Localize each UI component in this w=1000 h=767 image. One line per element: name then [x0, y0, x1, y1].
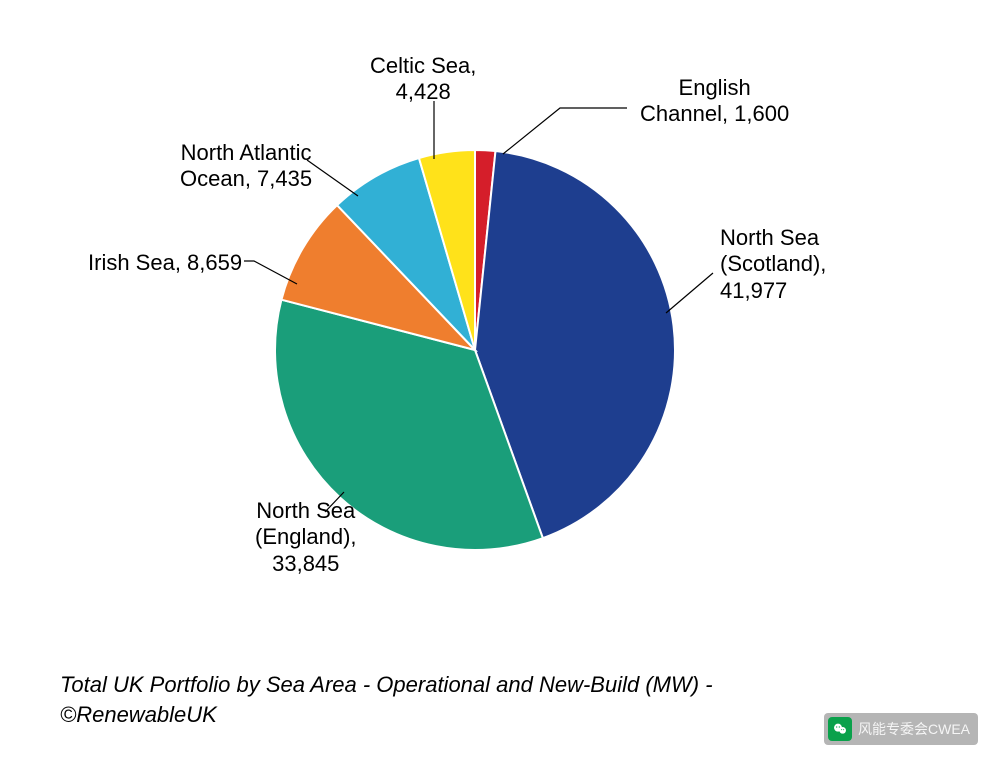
slice-label-north_atlantic: North AtlanticOcean, 7,435: [180, 140, 312, 193]
wechat-logo-icon: [828, 717, 852, 741]
caption-line2: ©RenewableUK: [60, 702, 217, 727]
source-watermark: 风能专委会CWEA: [824, 713, 978, 745]
slice-label-english_channel: EnglishChannel, 1,600: [640, 75, 789, 128]
leader-line: [503, 108, 627, 154]
watermark-text: 风能专委会CWEA: [858, 719, 970, 739]
slice-label-north_sea_scot: North Sea(Scotland),41,977: [720, 225, 826, 304]
slice-label-irish_sea: Irish Sea, 8,659: [88, 250, 242, 276]
slice-label-north_sea_eng: North Sea(England),33,845: [255, 498, 357, 577]
chart-caption: Total UK Portfolio by Sea Area - Operati…: [60, 670, 713, 729]
leader-line: [307, 160, 358, 196]
slice-label-celtic_sea: Celtic Sea,4,428: [370, 53, 476, 106]
caption-line1: Total UK Portfolio by Sea Area - Operati…: [60, 672, 713, 697]
pie-chart-svg: [0, 0, 1000, 650]
leader-line: [666, 273, 713, 313]
pie-chart-container: EnglishChannel, 1,600 North Sea(Scotland)…: [0, 0, 1000, 767]
